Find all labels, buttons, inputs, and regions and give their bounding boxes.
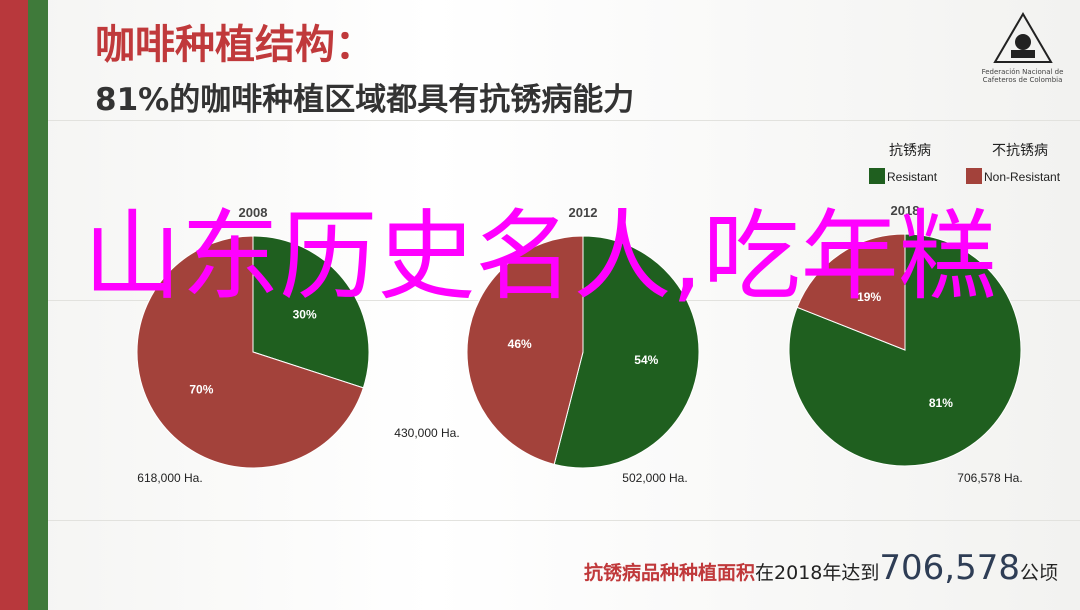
logo: Federación Nacional de Cafeteros de Colo… xyxy=(975,12,1070,84)
legend-swatch xyxy=(966,168,982,184)
pie-slice xyxy=(788,233,1022,467)
logo-icon xyxy=(992,12,1053,63)
value-label: 70% xyxy=(189,383,213,397)
logo-text: Federación Nacional de Cafeteros de Colo… xyxy=(981,68,1064,84)
plank-line xyxy=(48,520,1080,521)
annotation: 502,000 Ha. xyxy=(622,471,687,485)
stripe xyxy=(0,0,28,610)
overlay-text: 山东历史名人,吃年糕 xyxy=(83,200,997,314)
legend-label: Resistant xyxy=(887,170,938,184)
value-label: 19% xyxy=(857,290,881,304)
annotation: 706,578 Ha. xyxy=(957,471,1022,485)
value-label: 30% xyxy=(293,307,317,321)
value-label: 81% xyxy=(929,396,953,410)
legend-title: 抗锈病 xyxy=(889,142,931,158)
legend-swatch xyxy=(869,168,885,184)
footer-number: 706,578 xyxy=(879,548,1020,588)
footer: 抗锈病品种种植面积在2018年达到706,578公顷 xyxy=(584,548,1058,588)
value-label: 46% xyxy=(508,337,532,351)
legend-title: 不抗锈病 xyxy=(992,142,1048,158)
footer-text: 抗锈病品种种植面积 xyxy=(584,562,756,584)
footer-text: 在2018年达到 xyxy=(755,562,880,584)
pie-slice xyxy=(252,235,370,389)
pie-slice xyxy=(796,233,906,351)
pie-slice xyxy=(136,235,364,469)
plank-line xyxy=(48,120,1080,121)
annotation: 618,000 Ha. xyxy=(137,471,202,485)
footer-text: 公顷 xyxy=(1019,562,1058,584)
pie-slice xyxy=(466,235,584,465)
chart-title: 2008 xyxy=(239,205,268,220)
subtitle: 81%的咖啡种植区域都具有抗锈病能力 xyxy=(95,82,635,118)
legend-label: Non-Resistant xyxy=(984,170,1061,184)
chart-title: 2018 xyxy=(891,203,920,218)
annotation: 430,000 Ha. xyxy=(394,426,459,440)
stripe xyxy=(28,0,48,610)
title: 咖啡种植结构： xyxy=(95,22,375,68)
pie-slice xyxy=(553,235,700,469)
chart-title: 2012 xyxy=(569,205,598,220)
value-label: 54% xyxy=(634,353,658,367)
